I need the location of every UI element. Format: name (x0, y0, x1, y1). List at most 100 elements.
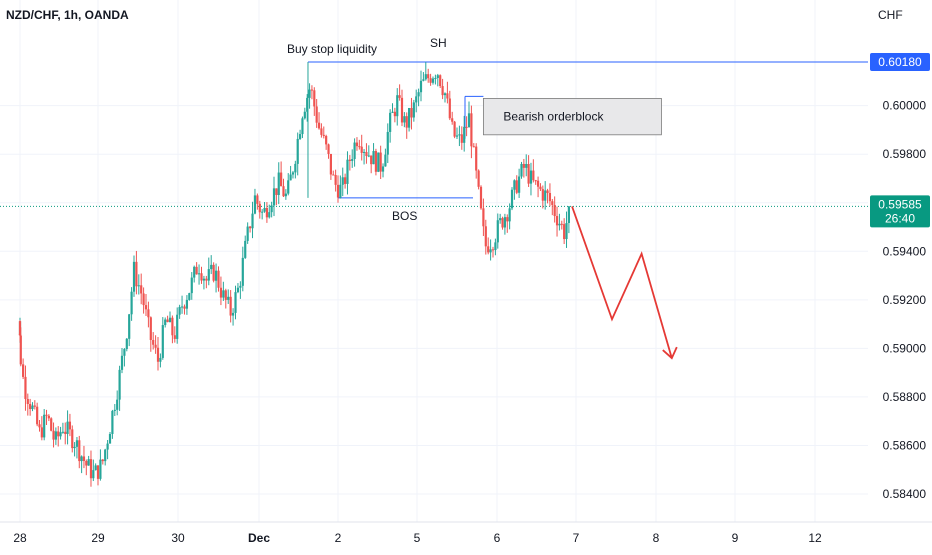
candle-body (294, 163, 297, 173)
candle-body (289, 174, 292, 181)
candle-body (458, 134, 461, 136)
candle-body (386, 131, 389, 155)
candle-body (405, 116, 408, 128)
candle-body (18, 321, 22, 336)
candle-body (188, 293, 191, 300)
candle-body (396, 95, 399, 117)
candle-body (168, 317, 172, 323)
candle-body (258, 203, 261, 213)
candle-body (301, 118, 304, 135)
x-tick-label: Dec (248, 531, 270, 545)
candle-body (261, 211, 264, 213)
candle-body (298, 134, 302, 139)
candle-body (80, 456, 83, 462)
y-tick-label: 0.59200 (883, 293, 927, 307)
candle-body (140, 285, 143, 294)
candle-body (520, 163, 523, 177)
candle-body (560, 223, 563, 225)
candle-body (310, 89, 314, 91)
candle-body (567, 206, 570, 223)
candle-body (57, 431, 60, 437)
candle-body (123, 349, 126, 356)
candle-body (370, 155, 373, 165)
projection-arrowhead (662, 346, 678, 360)
candle-body (154, 344, 157, 348)
candle-body (429, 78, 432, 83)
x-tick-label: 28 (13, 531, 27, 545)
candle-body (197, 273, 201, 275)
candle-body (195, 266, 198, 275)
orderblock-box[interactable] (482, 98, 662, 136)
candle-body (518, 176, 521, 193)
projection-path[interactable] (571, 206, 673, 359)
candle-body (180, 306, 184, 308)
candle-body (334, 175, 337, 185)
candle-body (92, 470, 95, 479)
candle-body (320, 128, 323, 135)
candle-body (415, 96, 418, 103)
candle-body (256, 195, 259, 204)
candle-body (43, 414, 46, 438)
candle-body (75, 440, 79, 447)
candle-body (73, 446, 76, 449)
candle-body (231, 312, 235, 316)
candle-body (176, 314, 179, 339)
y-tick-label: 0.59400 (883, 244, 927, 258)
candle-body (152, 339, 155, 345)
candle-body (477, 170, 480, 187)
candle-body (287, 180, 290, 194)
orderblock-label: Bearish orderblock (503, 110, 604, 124)
candle-body (265, 207, 268, 218)
candle-body (171, 317, 174, 336)
symbol-title[interactable]: NZD/CHF, 1h, OANDA (6, 8, 129, 22)
x-tick-label: 12 (808, 531, 822, 545)
candle-body (529, 170, 533, 184)
candle-body (522, 163, 525, 168)
candle-body (227, 296, 230, 300)
candle-body (467, 113, 471, 128)
candle-body (161, 325, 164, 358)
candle-body (362, 151, 366, 153)
candle-body (234, 292, 237, 313)
candle-body (541, 189, 544, 201)
candle-body (403, 116, 406, 123)
candle-body (551, 201, 554, 205)
candle-body (515, 180, 518, 193)
candle-body (360, 146, 363, 153)
candle-body (358, 146, 361, 148)
candle-body (40, 427, 43, 438)
candle-body (277, 172, 280, 195)
candle-body (513, 180, 516, 190)
buy-stop-label: Buy stop liquidity (287, 42, 377, 56)
candle-body (159, 357, 162, 362)
candle-body (563, 224, 566, 240)
candle-body (417, 92, 420, 97)
candle-body (291, 172, 295, 175)
candle-body (82, 456, 86, 461)
candle-body (99, 459, 102, 479)
candle-body (446, 93, 449, 99)
candle-body (536, 180, 540, 187)
candle-body (410, 107, 413, 118)
candle-body (479, 186, 483, 209)
candle-body (539, 186, 542, 190)
candle-body (525, 164, 528, 168)
candle-body (24, 376, 27, 399)
candle-body (355, 142, 359, 147)
candle-body (325, 135, 328, 145)
candle-body (332, 174, 335, 176)
candle-body (491, 249, 495, 251)
candle-body (183, 306, 186, 309)
candle-body (460, 134, 463, 143)
candle-body (400, 97, 404, 123)
candle-body (190, 277, 193, 294)
candle-body (308, 89, 311, 98)
candle-body (508, 208, 511, 222)
candle-body (224, 290, 227, 300)
candle-body (26, 398, 29, 404)
candle-body (217, 270, 220, 288)
candle-body (306, 97, 309, 112)
candle-body (322, 134, 325, 136)
